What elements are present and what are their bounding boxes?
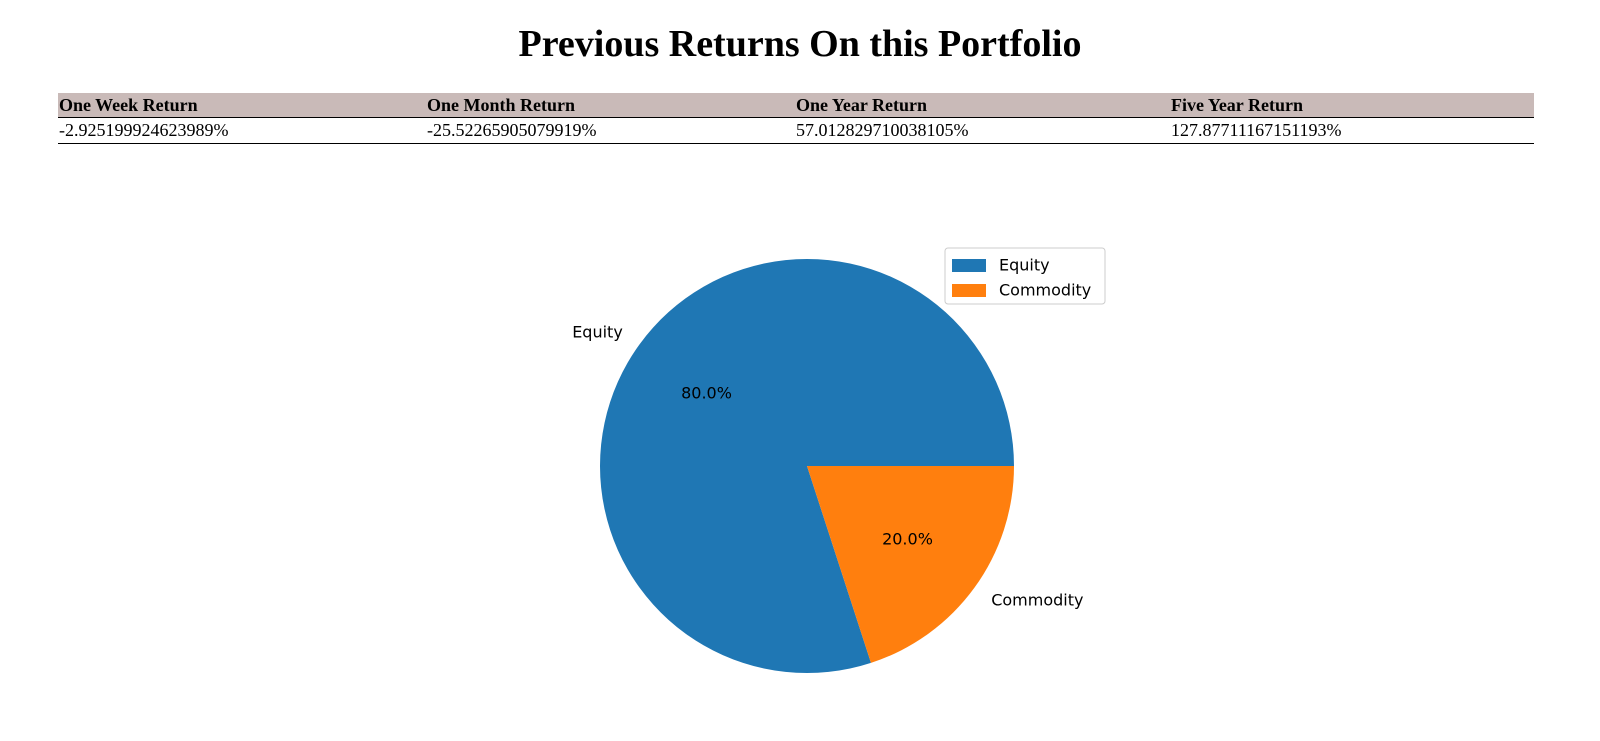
header-one-month-return: One Month Return [426, 93, 795, 118]
header-five-year-return: Five Year Return [1170, 93, 1534, 118]
header-one-week-return: One Week Return [58, 93, 426, 118]
table-row: -2.925199924623989% -25.52265905079919% … [58, 117, 1534, 144]
returns-table: One Week Return One Month Return One Yea… [58, 93, 1534, 144]
legend-swatch-commodity [952, 284, 986, 297]
returns-header-row: One Week Return One Month Return One Yea… [58, 93, 1534, 118]
pie-slice-equity [600, 259, 1014, 673]
page-title: Previous Returns On this Portfolio [518, 23, 1082, 65]
header-one-year-return: One Year Return [795, 93, 1170, 118]
pie-labels: Equity 80.0% Commodity 20.0% [572, 323, 1083, 610]
pie-label-commodity: Commodity [991, 590, 1083, 609]
value-one-year-return: 57.012829710038105% [795, 117, 1170, 144]
legend-label-equity: Equity [999, 256, 1050, 275]
legend-label-commodity: Commodity [999, 281, 1091, 300]
value-one-month-return: -25.52265905079919% [426, 117, 795, 144]
value-one-week-return: -2.925199924623989% [58, 117, 426, 144]
value-five-year-return: 127.87711167151193% [1170, 117, 1534, 144]
pie-percent-equity: 80.0% [681, 383, 732, 402]
pie-slices [600, 259, 1014, 673]
legend-swatch-equity [952, 259, 986, 272]
pie-label-equity: Equity [572, 323, 623, 342]
pie-legend: Equity Commodity [944, 247, 1106, 305]
pie-slice-commodity [807, 466, 1014, 663]
pie-percent-commodity: 20.0% [882, 530, 933, 549]
